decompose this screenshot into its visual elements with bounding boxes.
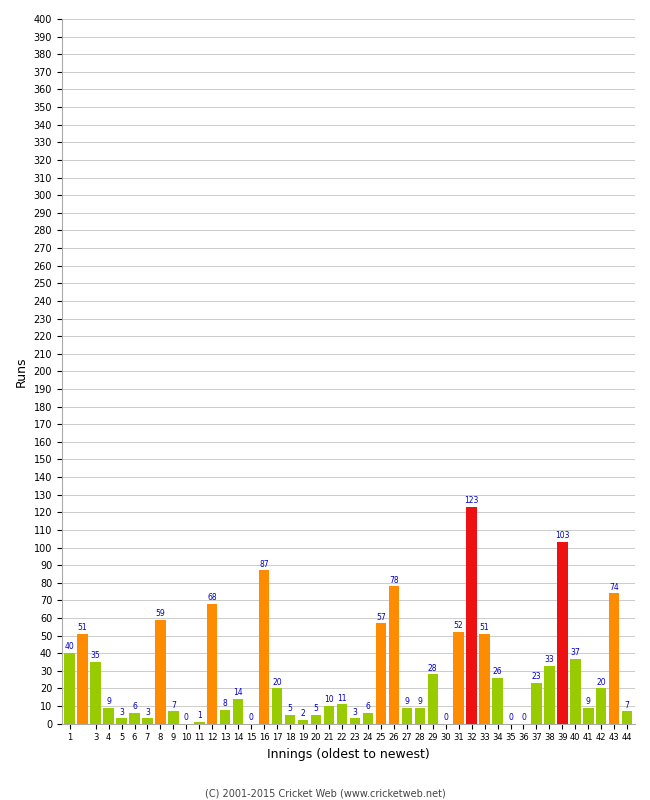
Y-axis label: Runs: Runs bbox=[15, 356, 28, 386]
Bar bbox=[492, 678, 502, 724]
Text: 7: 7 bbox=[171, 701, 176, 710]
Bar bbox=[142, 718, 153, 724]
Text: 51: 51 bbox=[480, 623, 489, 632]
Text: 40: 40 bbox=[65, 642, 75, 651]
Text: 35: 35 bbox=[91, 651, 101, 660]
Text: 8: 8 bbox=[223, 699, 227, 708]
Text: 11: 11 bbox=[337, 694, 346, 702]
Bar bbox=[324, 706, 334, 724]
Bar bbox=[454, 632, 464, 724]
Text: 57: 57 bbox=[376, 613, 385, 622]
Text: 6: 6 bbox=[132, 702, 137, 711]
Bar bbox=[168, 711, 179, 724]
Text: 74: 74 bbox=[610, 582, 619, 591]
Text: 3: 3 bbox=[352, 708, 358, 717]
Text: 0: 0 bbox=[443, 713, 448, 722]
Bar bbox=[116, 718, 127, 724]
Text: 14: 14 bbox=[233, 688, 243, 698]
Bar bbox=[259, 570, 269, 724]
Text: 87: 87 bbox=[259, 560, 269, 569]
Text: 9: 9 bbox=[106, 697, 111, 706]
Bar bbox=[531, 683, 541, 724]
Text: 68: 68 bbox=[207, 593, 217, 602]
Text: 2: 2 bbox=[301, 710, 305, 718]
Bar bbox=[428, 674, 438, 724]
Bar bbox=[194, 722, 205, 724]
Text: 3: 3 bbox=[145, 708, 150, 717]
Bar bbox=[596, 689, 606, 724]
Bar bbox=[570, 658, 580, 724]
Text: 9: 9 bbox=[417, 697, 422, 706]
Text: 0: 0 bbox=[521, 713, 526, 722]
Bar bbox=[583, 708, 593, 724]
Text: 7: 7 bbox=[625, 701, 630, 710]
Bar bbox=[609, 594, 619, 724]
Bar bbox=[285, 715, 295, 724]
Bar bbox=[77, 634, 88, 724]
Bar bbox=[298, 720, 308, 724]
Text: 26: 26 bbox=[493, 667, 502, 676]
Text: 9: 9 bbox=[586, 697, 591, 706]
Bar bbox=[350, 718, 360, 724]
Bar bbox=[220, 710, 231, 724]
Text: 33: 33 bbox=[545, 655, 554, 664]
Text: 0: 0 bbox=[508, 713, 513, 722]
Text: 103: 103 bbox=[555, 531, 569, 541]
Bar bbox=[64, 654, 75, 724]
Bar bbox=[415, 708, 425, 724]
Text: 3: 3 bbox=[119, 708, 124, 717]
Text: 20: 20 bbox=[272, 678, 282, 686]
Bar bbox=[622, 711, 632, 724]
Bar bbox=[311, 715, 321, 724]
Bar bbox=[557, 542, 567, 724]
Text: 37: 37 bbox=[571, 648, 580, 657]
Text: 5: 5 bbox=[288, 704, 292, 713]
Bar bbox=[155, 620, 166, 724]
Text: 52: 52 bbox=[454, 622, 463, 630]
Bar bbox=[103, 708, 114, 724]
Text: 78: 78 bbox=[389, 575, 398, 585]
Bar bbox=[480, 634, 490, 724]
Bar bbox=[207, 604, 218, 724]
Text: 9: 9 bbox=[404, 697, 410, 706]
Text: 59: 59 bbox=[155, 609, 165, 618]
Bar bbox=[389, 586, 399, 724]
Bar bbox=[129, 713, 140, 724]
Bar bbox=[272, 689, 282, 724]
Text: 123: 123 bbox=[465, 496, 479, 506]
X-axis label: Innings (oldest to newest): Innings (oldest to newest) bbox=[267, 748, 430, 761]
Bar bbox=[363, 713, 373, 724]
Text: 0: 0 bbox=[184, 713, 188, 722]
Text: 6: 6 bbox=[365, 702, 370, 711]
Bar bbox=[337, 704, 347, 724]
Text: (C) 2001-2015 Cricket Web (www.cricketweb.net): (C) 2001-2015 Cricket Web (www.cricketwe… bbox=[205, 788, 445, 798]
Bar bbox=[544, 666, 554, 724]
Text: 1: 1 bbox=[197, 711, 202, 720]
Text: 5: 5 bbox=[313, 704, 318, 713]
Bar bbox=[233, 699, 244, 724]
Text: 23: 23 bbox=[532, 673, 541, 682]
Text: 0: 0 bbox=[249, 713, 254, 722]
Bar bbox=[402, 708, 412, 724]
Bar bbox=[376, 623, 386, 724]
Text: 28: 28 bbox=[428, 664, 437, 673]
Bar bbox=[90, 662, 101, 724]
Text: 20: 20 bbox=[597, 678, 606, 686]
Text: 10: 10 bbox=[324, 695, 334, 704]
Bar bbox=[467, 507, 477, 724]
Text: 51: 51 bbox=[78, 623, 88, 632]
